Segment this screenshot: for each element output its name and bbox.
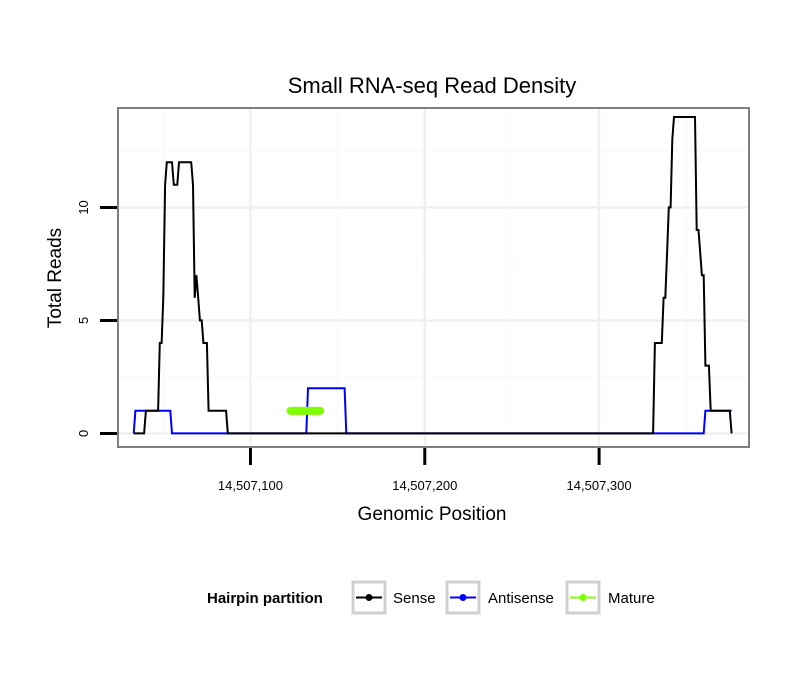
- y-axis-title: Total Reads: [45, 228, 66, 328]
- x-tick-label: 14,507,200: [392, 478, 457, 493]
- x-tick-label: 14,507,100: [218, 478, 283, 493]
- legend-label-mature: Mature: [608, 590, 655, 607]
- y-axis: 0 5 10: [76, 200, 117, 437]
- legend-item-antisense: Antisense: [445, 580, 554, 615]
- plot-panel: [117, 107, 750, 448]
- legend-item-sense: Sense: [351, 580, 436, 615]
- y-tick-label: 10: [76, 200, 91, 214]
- legend-label-sense: Sense: [393, 590, 436, 607]
- y-tick-label: 5: [76, 317, 91, 324]
- plot-series: [132, 116, 733, 435]
- y-tick-label: 0: [76, 430, 91, 437]
- legend: Hairpin partition Sense Antisense Mature: [207, 580, 655, 615]
- legend-item-mature: Mature: [565, 580, 655, 615]
- x-tick-label: 14,507,300: [567, 478, 632, 493]
- legend-label-antisense: Antisense: [488, 590, 554, 607]
- legend-title: Hairpin partition: [207, 590, 323, 607]
- x-axis-title: Genomic Position: [358, 504, 507, 525]
- x-axis: 14,507,100 14,507,200 14,507,300: [218, 448, 632, 493]
- chart-title: Small RNA-seq Read Density: [288, 73, 577, 98]
- series-line-sense: [133, 116, 733, 435]
